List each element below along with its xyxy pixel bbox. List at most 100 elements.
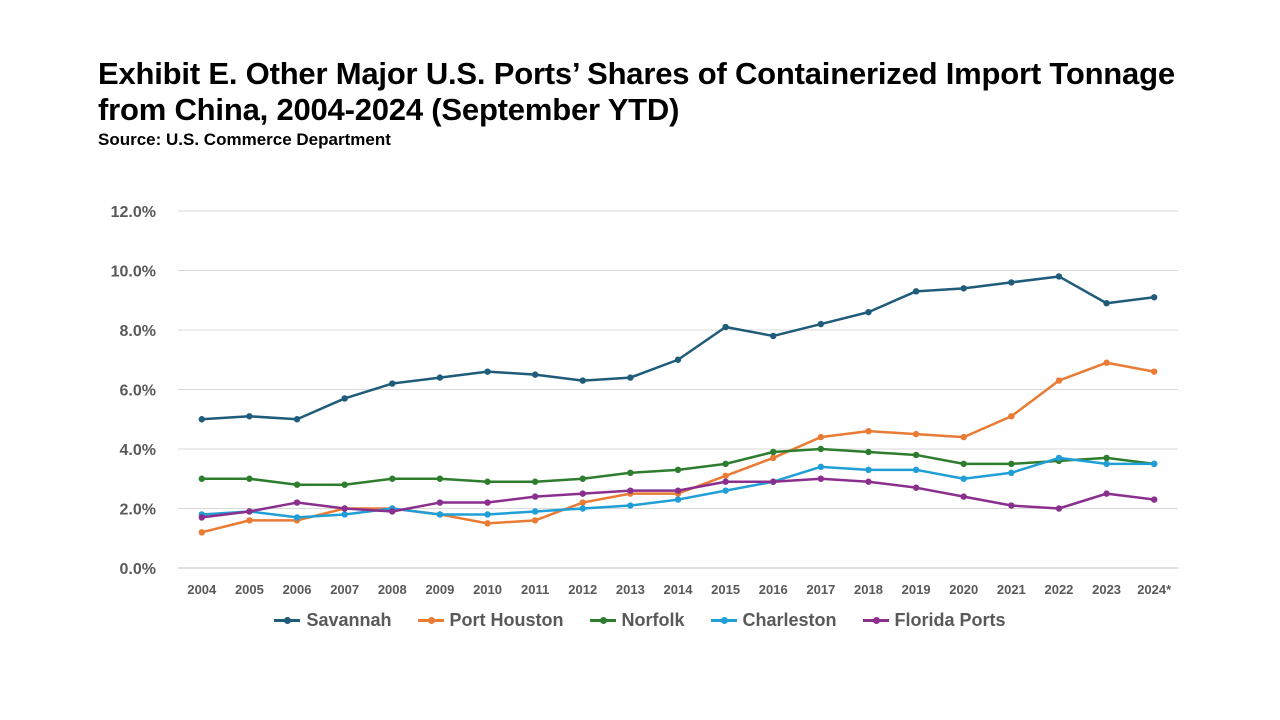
legend-item-savannah: Savannah (274, 610, 392, 631)
data-point-norfolk (674, 466, 682, 474)
data-point-savannah (484, 368, 491, 375)
data-point-florida-ports (1055, 505, 1063, 512)
legend-label: Port Houston (449, 610, 564, 630)
data-point-florida-ports (817, 475, 825, 482)
data-point-charleston (960, 475, 967, 482)
data-point-florida-ports (1103, 490, 1110, 497)
y-tick-label: 12.0% (111, 204, 156, 221)
data-point-port-houston (1150, 368, 1158, 375)
data-point-port-houston (960, 433, 967, 441)
data-point-florida-ports (1008, 502, 1015, 509)
data-point-florida-ports (531, 493, 539, 500)
data-point-charleston (865, 466, 872, 474)
data-point-charleston (912, 466, 920, 474)
data-point-florida-ports (674, 487, 682, 494)
x-tick-label: 2022 (1044, 582, 1073, 597)
data-point-charleston (531, 508, 539, 515)
data-point-florida-ports (484, 499, 491, 506)
data-point-port-houston (198, 529, 206, 536)
y-tick-label: 2.0% (120, 502, 156, 519)
data-point-florida-ports (722, 478, 729, 485)
data-point-norfolk (436, 475, 444, 482)
data-point-savannah (912, 288, 920, 295)
data-point-norfolk (817, 445, 825, 453)
data-point-charleston (1150, 460, 1158, 468)
data-point-florida-ports (912, 484, 920, 491)
data-point-norfolk (579, 475, 586, 482)
y-tick-label: 8.0% (120, 323, 156, 340)
x-tick-label: 2010 (473, 582, 502, 597)
data-point-savannah (579, 377, 586, 384)
data-point-charleston (1008, 469, 1015, 476)
legend-item-norfolk: Norfolk (589, 610, 685, 631)
data-point-port-houston (531, 517, 539, 524)
data-point-savannah (1008, 279, 1015, 286)
legend-label: Norfolk (621, 610, 685, 630)
data-point-florida-ports (627, 487, 634, 494)
x-tick-label: 2023 (1092, 582, 1121, 597)
legend-swatch (862, 616, 889, 624)
data-point-charleston (579, 505, 586, 512)
data-point-port-houston (865, 427, 872, 435)
data-point-savannah (960, 285, 967, 292)
data-point-savannah (1055, 273, 1063, 280)
data-point-norfolk (484, 478, 491, 485)
data-point-norfolk (912, 451, 920, 459)
data-point-florida-ports (1150, 496, 1158, 503)
legend-label: Florida Ports (894, 610, 1006, 630)
data-point-port-houston (484, 520, 491, 527)
data-point-norfolk (627, 469, 634, 476)
x-tick-label: 2015 (711, 582, 740, 597)
data-point-savannah (341, 395, 348, 402)
data-point-savannah (627, 374, 634, 381)
data-point-savannah (293, 416, 301, 423)
data-point-savannah (531, 371, 539, 378)
legend-label: Charleston (742, 610, 837, 630)
data-point-port-houston (817, 433, 825, 441)
legend-item-charleston: Charleston (710, 610, 837, 631)
x-tick-label: 2006 (283, 582, 312, 597)
x-tick-label: 2014 (664, 582, 694, 597)
data-point-norfolk (293, 481, 301, 488)
x-tick-label: 2018 (854, 582, 883, 597)
data-point-savannah (817, 320, 825, 328)
x-tick-label: 2007 (330, 582, 359, 597)
legend-swatch (274, 616, 301, 624)
legend-label: Savannah (306, 610, 392, 630)
data-point-charleston (627, 502, 634, 509)
x-tick-label: 2013 (616, 582, 645, 597)
legend-swatch (589, 616, 616, 624)
data-point-savannah (436, 374, 444, 381)
data-point-florida-ports (246, 508, 253, 515)
title-block: Exhibit E. Other Major U.S. Ports’ Share… (98, 56, 1218, 150)
data-point-savannah (674, 356, 682, 363)
data-point-norfolk (341, 481, 348, 488)
data-point-port-houston (579, 499, 586, 506)
data-point-charleston (674, 496, 682, 503)
x-tick-label: 2011 (521, 582, 549, 597)
data-point-norfolk (722, 460, 729, 468)
data-point-florida-ports (770, 478, 777, 485)
x-tick-label: 2017 (806, 582, 835, 597)
y-tick-label: 4.0% (120, 442, 156, 459)
data-point-florida-ports (436, 499, 444, 506)
data-point-charleston (341, 511, 348, 518)
data-point-norfolk (1103, 454, 1110, 462)
x-tick-label: 2009 (425, 582, 454, 597)
x-tick-label: 2005 (235, 582, 264, 597)
data-point-norfolk (865, 448, 872, 456)
chart-source: Source: U.S. Commerce Department (98, 130, 391, 149)
data-point-charleston (817, 463, 825, 471)
data-point-charleston (436, 511, 444, 518)
data-point-savannah (1103, 300, 1110, 307)
x-tick-label: 2004 (187, 582, 217, 597)
data-point-norfolk (531, 478, 539, 485)
data-point-port-houston (912, 430, 920, 438)
data-point-florida-ports (198, 514, 206, 521)
x-tick-label: 2020 (949, 582, 978, 597)
data-point-port-houston (1103, 359, 1110, 366)
x-tick-label: 2024* (1137, 582, 1172, 597)
data-point-charleston (293, 514, 301, 521)
data-point-norfolk (246, 475, 253, 482)
